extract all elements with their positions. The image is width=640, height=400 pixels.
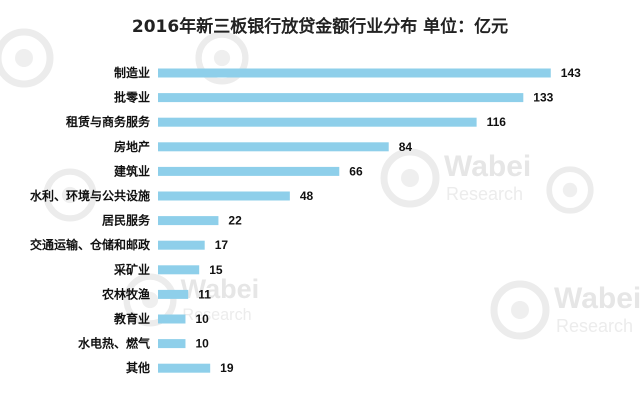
- category-label: 交通运输、仓储和邮政: [30, 237, 151, 252]
- bar: [158, 289, 189, 299]
- value-label: 116: [487, 115, 507, 129]
- value-label: 15: [209, 263, 223, 277]
- bar: [158, 191, 290, 201]
- value-label: 66: [349, 164, 363, 178]
- watermark-brand: Wabei: [554, 282, 640, 315]
- bars-layer: 制造业 143 批零业 133 租赁与商务服务 116 房地产 84 建筑业 66 水利、环境与公共…: [30, 65, 581, 375]
- bar: [158, 339, 186, 349]
- bar: [158, 314, 186, 324]
- value-label: 17: [215, 238, 229, 252]
- watermark-brand-sub: Research: [446, 184, 523, 204]
- category-label: 其他: [126, 360, 150, 375]
- watermark-brand: Wabei: [181, 274, 260, 304]
- category-label: 水电热、燃气: [78, 336, 150, 351]
- bar: [158, 363, 211, 373]
- bar: [158, 240, 205, 250]
- watermark-logo: [0, 28, 54, 88]
- watermark-logo: [43, 168, 97, 222]
- category-label: 租赁与商务服务: [66, 114, 151, 129]
- value-label: 22: [228, 214, 242, 228]
- bar: [158, 142, 389, 152]
- category-label: 制造业: [114, 65, 150, 80]
- watermark-logo: Wabei Research: [123, 273, 260, 327]
- value-label: 133: [533, 91, 553, 105]
- watermark-brand: Wabei: [444, 150, 531, 183]
- bar: [158, 216, 219, 226]
- bar: [158, 265, 200, 275]
- value-label: 10: [195, 337, 209, 351]
- value-label: 10: [195, 312, 209, 326]
- category-label: 建筑业: [113, 163, 150, 178]
- value-label: 48: [300, 189, 314, 203]
- watermark-brand-sub: Research: [182, 306, 251, 324]
- bar: [158, 93, 524, 103]
- value-label: 84: [399, 140, 413, 154]
- bar: [158, 68, 551, 78]
- bar: [158, 117, 477, 127]
- category-label: 房地产: [114, 139, 150, 154]
- value-label: 19: [220, 361, 234, 375]
- category-label: 采矿业: [113, 262, 150, 277]
- category-label: 农林牧渔: [101, 286, 150, 301]
- watermark-logo: [546, 166, 594, 214]
- bar: [158, 166, 340, 176]
- chart-title: 2016年新三板银行放贷金额行业分布 单位：亿元: [132, 16, 508, 37]
- watermark-brand-sub: Research: [556, 316, 633, 336]
- category-label: 教育业: [113, 311, 150, 326]
- value-label: 143: [561, 66, 581, 80]
- value-label: 11: [198, 287, 211, 301]
- category-label: 居民服务: [102, 213, 151, 228]
- category-label: 批零业: [114, 90, 150, 105]
- category-label: 水利、环境与公共设施: [30, 188, 150, 203]
- watermark-logo: [195, 31, 249, 85]
